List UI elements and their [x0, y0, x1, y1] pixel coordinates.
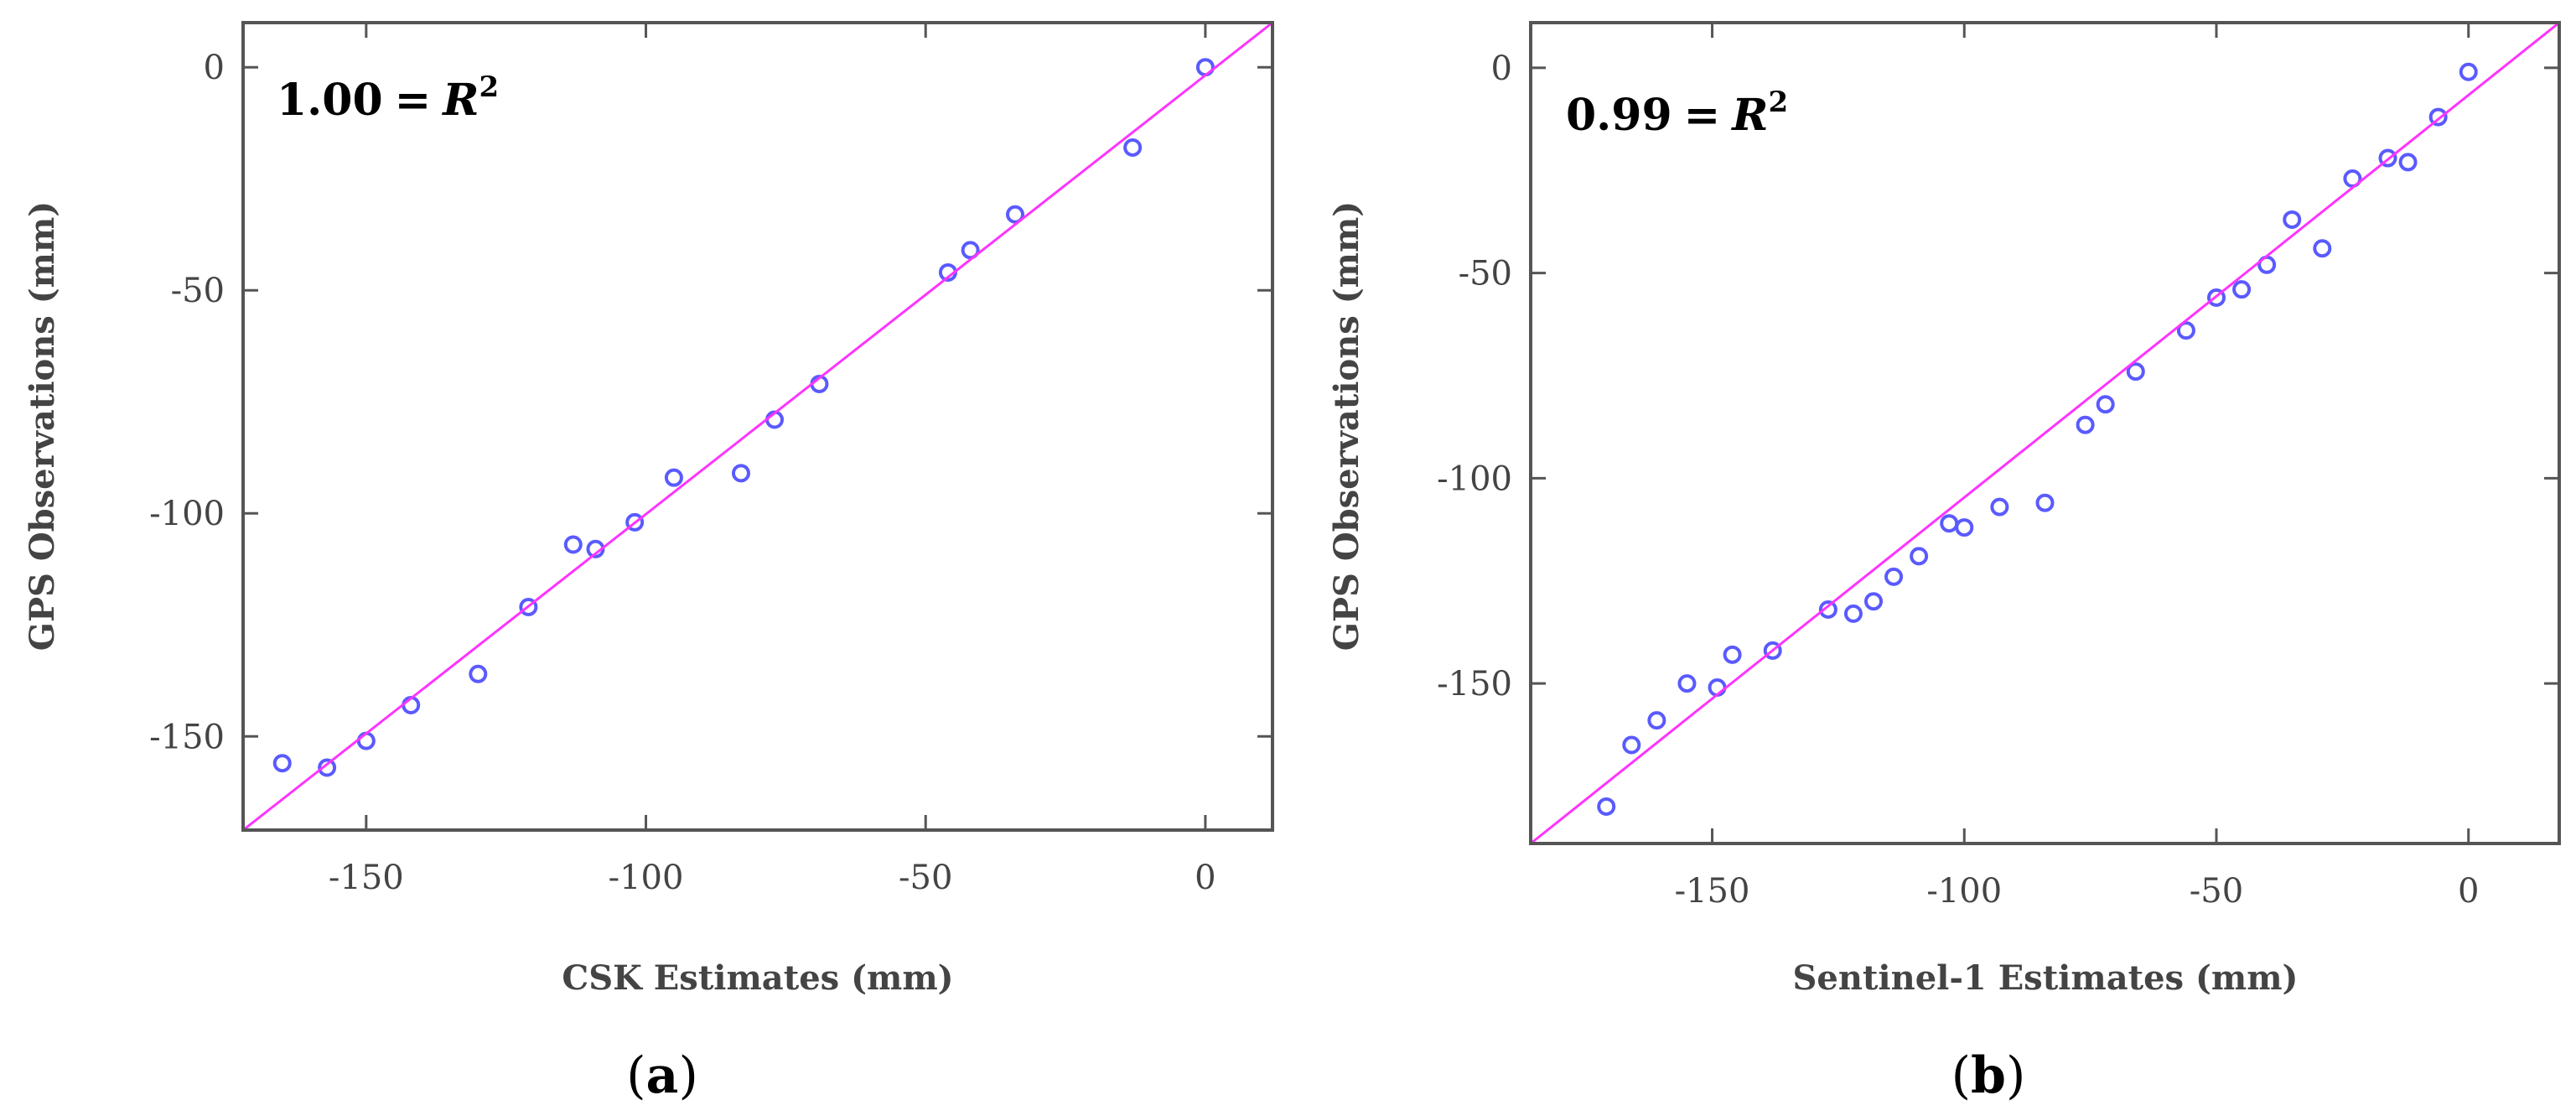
- panel-a-caption-letter: a: [646, 1046, 679, 1105]
- panel-b-r2-value: 0.99: [1566, 90, 1672, 141]
- panel-b-data-point: [2126, 362, 2145, 382]
- panel-a-y-axis-label: GPS Observations (mm): [23, 201, 62, 651]
- panel-b-caption: (b): [1951, 1046, 2026, 1105]
- panel-b-data-point: [2076, 415, 2095, 434]
- panel-a-r2-value: 1.00: [277, 75, 383, 126]
- panel-b-points: [1597, 62, 2478, 816]
- panel-b-ticks: -150 -100 -50 0 0 -50 -100 -150: [1437, 23, 2559, 911]
- panel-b-y-tick-label: -100: [1437, 459, 1512, 498]
- panel-a-r2-equals: =: [395, 75, 432, 126]
- panel-b-data-point: [1708, 677, 1727, 697]
- panel-a-x-tick-label: -50: [899, 859, 952, 897]
- panel-a-data-point: [356, 731, 376, 750]
- panel-a-y-tick-label: -100: [149, 495, 225, 533]
- panel-a-data-point: [1123, 138, 1143, 157]
- panel-b-data-point: [1763, 641, 1782, 660]
- panel-a-plot-frame: [241, 21, 1274, 832]
- panel-a-data-point: [563, 535, 583, 554]
- panel-b-data-point: [2232, 280, 2252, 299]
- panel-a-y-tick-label: -150: [149, 718, 225, 756]
- panel-b-plot-frame: [1529, 21, 2561, 845]
- panel-a-data-point: [272, 754, 292, 773]
- panel-b-x-tick-label: -100: [1926, 872, 2002, 911]
- panel-b-r2-annotation: 0.99 = R2: [1566, 86, 1788, 141]
- panel-a-caption: (a): [626, 1046, 698, 1105]
- panel-a-fit-line: [243, 23, 1272, 830]
- panel-a-r2-symbol: R: [441, 75, 479, 126]
- panel-a-x-tick-label: -150: [329, 859, 404, 897]
- panel-b-data-point: [2207, 288, 2226, 307]
- panel-b-data-point: [1818, 600, 1837, 619]
- panel-a: -150 -100 -50 0 0 -50 -100 -150 1.00 = R2 CSK Est…: [23, 21, 1274, 1105]
- panel-a-data-point: [469, 664, 488, 683]
- panel-b-data-point: [2096, 395, 2115, 414]
- panel-b-x-axis-label: Sentinel-1 Estimates (mm): [1793, 958, 2299, 998]
- panel-b-r2-equals: =: [1684, 90, 1721, 141]
- panel-b-data-point: [1990, 497, 2009, 516]
- panel-a-data-point: [318, 758, 337, 777]
- panel-b-data-point: [1955, 518, 1974, 537]
- panel-b-data-point: [1940, 514, 1959, 533]
- panel-b-data-point: [1864, 592, 1883, 611]
- panel-b-y-tick-label: -50: [1459, 255, 1512, 293]
- panel-b-data-point: [1677, 674, 1697, 693]
- panel-b-data-point: [2398, 153, 2418, 172]
- panel-a-data-point: [625, 512, 645, 532]
- panel-a-r2-annotation: 1.00 = R2: [277, 70, 499, 126]
- panel-a-y-tick-label: -50: [171, 272, 225, 310]
- panel-b-data-point: [2378, 148, 2397, 168]
- panel-b-x-tick-label: -50: [2190, 872, 2243, 911]
- panel-b-data-point: [1884, 567, 1904, 586]
- panel-b-data-point: [2313, 239, 2332, 258]
- panel-a-x-tick-label: 0: [1195, 859, 1215, 897]
- panel-b-data-point: [1597, 797, 1616, 816]
- panel-b-y-axis-label: GPS Observations (mm): [1327, 201, 1366, 651]
- panel-a-fit: [243, 23, 1272, 830]
- panel-a-data-point: [731, 464, 750, 483]
- panel-b-fit: [1531, 23, 2559, 843]
- panel-b-data-point: [2283, 210, 2302, 229]
- panel-b-data-point: [2459, 62, 2478, 81]
- panel-a-data-point: [664, 468, 683, 487]
- panel-b-x-tick-label: -150: [1675, 872, 1750, 911]
- panel-b-y-tick-label: -150: [1437, 665, 1512, 703]
- panel-b-data-point: [1622, 735, 1641, 755]
- panel-b-data-point: [2035, 493, 2055, 512]
- panel-a-x-tick-label: -100: [609, 859, 684, 897]
- panel-b-caption-letter: b: [1971, 1046, 2006, 1105]
- panel-b-r2-symbol: R: [1730, 90, 1768, 141]
- panel-a-r2-exponent: 2: [479, 70, 499, 104]
- panel-b-data-point: [2428, 107, 2448, 127]
- panel-a-points: [272, 58, 1215, 777]
- panel-b-data-point: [1910, 547, 1929, 566]
- panel-b-y-tick-label: 0: [1491, 49, 1512, 88]
- panel-a-data-point: [1006, 205, 1024, 224]
- panel-b-fit-line: [1531, 23, 2559, 843]
- panel-a-data-point: [961, 241, 980, 260]
- panel-a-x-axis-label: CSK Estimates (mm): [562, 958, 953, 998]
- panel-a-data-point: [519, 597, 538, 616]
- panel-b-data-point: [1647, 711, 1666, 730]
- panel-b: -150 -100 -50 0 0 -50 -100 -150 0.99 = R2 Sentine…: [1327, 21, 2561, 1105]
- panel-b-data-point: [2176, 321, 2195, 340]
- panel-b-data-point: [1723, 645, 1742, 664]
- panel-a-y-tick-label: 0: [204, 49, 225, 87]
- panel-b-x-tick-label: 0: [2458, 872, 2479, 911]
- panel-b-data-point: [1843, 604, 1863, 623]
- panel-a-ticks: -150 -100 -50 0 0 -50 -100 -150: [149, 23, 1272, 897]
- panel-b-r2-exponent: 2: [1768, 86, 1788, 119]
